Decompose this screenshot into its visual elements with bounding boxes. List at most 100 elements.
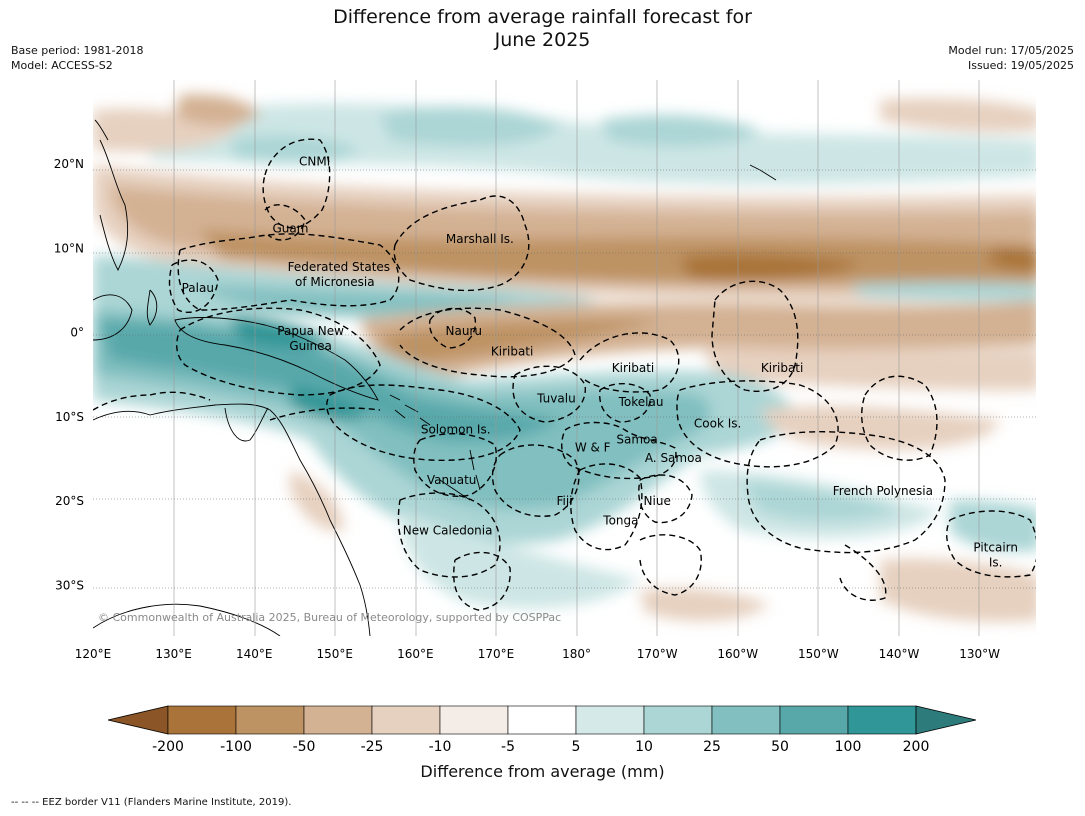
colorbar-swatch (303, 705, 373, 735)
eez-pitcairn (946, 510, 1036, 578)
dry-patch-north-right (880, 98, 1036, 132)
model-run: Model run: 17/05/2025 (948, 44, 1074, 57)
new-caledonia (439, 479, 471, 501)
region-label: Kiribati (761, 361, 803, 375)
dry-patch-south-central (640, 588, 770, 622)
latitude-lines (93, 169, 1036, 589)
colorbar-swatch (507, 705, 577, 735)
eez-nauru (428, 307, 477, 349)
colorbar-tick-label: 200 (903, 739, 930, 755)
title-line-2: June 2025 (494, 29, 591, 51)
colorbar-tick-label: 50 (771, 739, 789, 755)
region-label: of Micronesia (295, 275, 375, 289)
colorbar-swatch (847, 705, 917, 735)
y-tick-label: 10°S (55, 410, 84, 424)
eez-new-caledonia (397, 492, 501, 578)
wet-patch-north-2 (600, 114, 760, 147)
colorbar-swatch (643, 705, 713, 735)
region-label: Marshall Is. (446, 232, 514, 246)
colorbar-low-extension (107, 705, 169, 735)
region-label: Nauru (446, 324, 482, 338)
colorbar-swatch (167, 705, 237, 735)
region-label: Guinea (289, 339, 332, 353)
region-label: French Polynesia (833, 484, 933, 498)
colorbar-swatch (235, 705, 305, 735)
x-tick-label: 180° (562, 647, 591, 661)
eez-cook (676, 380, 839, 468)
dry-band-equator-east-core (380, 319, 660, 365)
eez-micronesia (177, 233, 400, 311)
x-tick-label: 150°W (798, 647, 839, 661)
colorbar-swatch (711, 705, 781, 735)
x-tick-label: 170°W (637, 647, 678, 661)
region-label: Palau (182, 281, 214, 295)
rainfall-field (93, 94, 1036, 622)
eez-tonga (570, 463, 643, 551)
eez-french-polynesia (746, 431, 946, 554)
sulawesi (146, 289, 158, 326)
colorbar: -200 -100 -50 -25 -10 -5 5 10 25 50 100 200 (107, 705, 977, 755)
wet-band-far-south (400, 510, 640, 609)
dry-patch-southwest-coast (290, 470, 345, 531)
dry-core-far-east (990, 247, 1036, 271)
y-tick-label: 0° (70, 326, 84, 340)
y-tick-label: 20°S (55, 494, 84, 508)
meta-left: Base period: 1981-2018 Model: ACCESS-S2 (11, 43, 143, 73)
colorbar-tick-label: -100 (220, 739, 252, 755)
region-label: Is. (989, 556, 1003, 570)
dry-band-equator-east (360, 300, 1036, 380)
eez-australia-east (269, 407, 381, 421)
region-label: Samoa (616, 433, 657, 447)
eez-samoa-wf (561, 421, 677, 480)
title-line-1: Difference from average rainfall forecas… (333, 6, 752, 28)
region-label: Kiribati (491, 344, 533, 358)
eez-footnote: -- -- -- EEZ border V11 (Flanders Marine… (11, 797, 292, 808)
australia-coastline (93, 403, 371, 636)
dry-patch-south-far-east (880, 558, 1036, 622)
eez-fiji (491, 444, 580, 517)
chart-title: Difference from average rainfall forecas… (0, 6, 1085, 52)
coastlines (93, 119, 777, 636)
wet-band-north (150, 103, 1036, 185)
region-label: Solomon Is. (421, 423, 491, 437)
eez-kiribati-east (711, 280, 799, 392)
wet-strip-east-5n (850, 281, 1036, 301)
region-label: CNMI (299, 155, 330, 169)
x-tick-label: 120°E (75, 647, 112, 661)
wet-band-equator-inner (200, 285, 520, 314)
base-period: Base period: 1981-2018 (11, 44, 144, 57)
colorbar-tick-label: -10 (429, 739, 452, 755)
region-label: Kiribati (612, 361, 654, 375)
colorbar-tick-label: -25 (361, 739, 384, 755)
region-label: Papua New (277, 324, 344, 338)
x-tick-label: 140°E (236, 647, 273, 661)
graticule (173, 80, 980, 636)
eez-indonesia (93, 391, 211, 411)
x-axis-ticks: 120°E 130°E 140°E 150°E 160°E 170°E 180° 170°W 1… (75, 647, 1000, 661)
eez-niue (638, 474, 693, 524)
colorbar-tick-label: -200 (152, 739, 184, 755)
dry-band-equator-east-light (700, 345, 1036, 391)
region-label: Pitcairn (973, 541, 1018, 555)
eez-tuvalu (512, 365, 586, 423)
x-tick-label: 170°E (478, 647, 515, 661)
region-label: Tokelau (618, 395, 664, 409)
x-tick-label: 130°W (959, 647, 1000, 661)
y-tick-label: 20°N (54, 157, 84, 171)
region-label: Niue (644, 494, 671, 508)
dry-patch-north-mid (175, 94, 260, 126)
colorbar-high-extension (915, 705, 977, 735)
eez-guam (264, 204, 306, 241)
region-label: Cook Is. (694, 417, 741, 431)
colorbar-swatch (371, 705, 441, 735)
eez-cnmi (262, 138, 331, 229)
eez-png (176, 307, 381, 396)
new-zealand (93, 603, 281, 636)
y-axis-ticks: 20°N 10°N 0° 10°S 20°S 30°S (54, 157, 84, 592)
region-label: New Caledonia (403, 524, 493, 538)
eez-borders (93, 138, 1036, 611)
eez-south-line (839, 544, 887, 601)
eez-kermadec (639, 534, 702, 596)
